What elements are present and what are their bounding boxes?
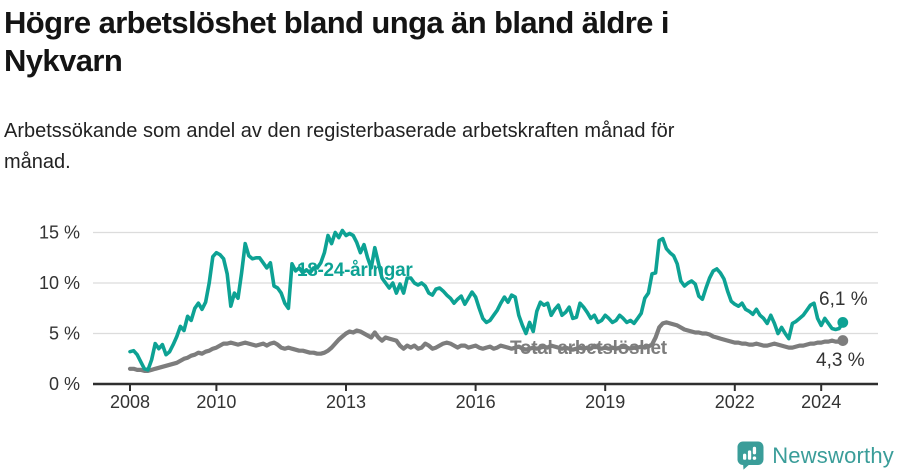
series-line-1	[127, 320, 845, 373]
y-tick-label-5: 5 %	[49, 324, 80, 344]
series-end-value-0: 6,1 %	[819, 289, 868, 310]
series-end-dot-1	[837, 335, 849, 346]
brand-name: Newsworthy	[772, 442, 894, 468]
x-tick-label-2016: 2016	[456, 392, 496, 412]
newsworthy-icon	[737, 441, 764, 470]
y-tick-label-10: 10 %	[39, 273, 80, 293]
newsworthy-logo[interactable]: Newsworthy	[737, 441, 894, 470]
series-line-0	[128, 228, 845, 372]
x-tick-label-2013: 2013	[326, 392, 366, 412]
chart-title: Högre arbetslöshet bland unga än bland ä…	[4, 5, 669, 78]
x-tick-label-2019: 2019	[585, 392, 625, 412]
chart-canvas: 2008 2010 2013 2016 2019 2022 2024 0 % 5 % 10 % 15…	[39, 223, 878, 412]
y-tick-label-15: 15 %	[39, 223, 80, 243]
x-tick-label-2010: 2010	[196, 392, 236, 412]
unemployment-line-chart: 2008 2010 2013 2016 2019 2022 2024 0 % 5 % 10 % 15…	[0, 210, 900, 425]
x-tick-label-2008: 2008	[110, 392, 150, 412]
chart-subtitle: Arbetssökande som andel av den registerb…	[4, 120, 675, 173]
x-tick-label-2022: 2022	[715, 392, 755, 412]
series-label-0: 18-24-åringar	[297, 260, 413, 281]
y-tick-label-0: 0 %	[49, 374, 80, 394]
series-end-dot-0	[837, 316, 849, 328]
x-tick-label-2024: 2024	[801, 392, 841, 412]
series-end-value-1: 4,3 %	[816, 350, 865, 371]
series-label-1: Total arbetslöshet	[510, 338, 668, 359]
